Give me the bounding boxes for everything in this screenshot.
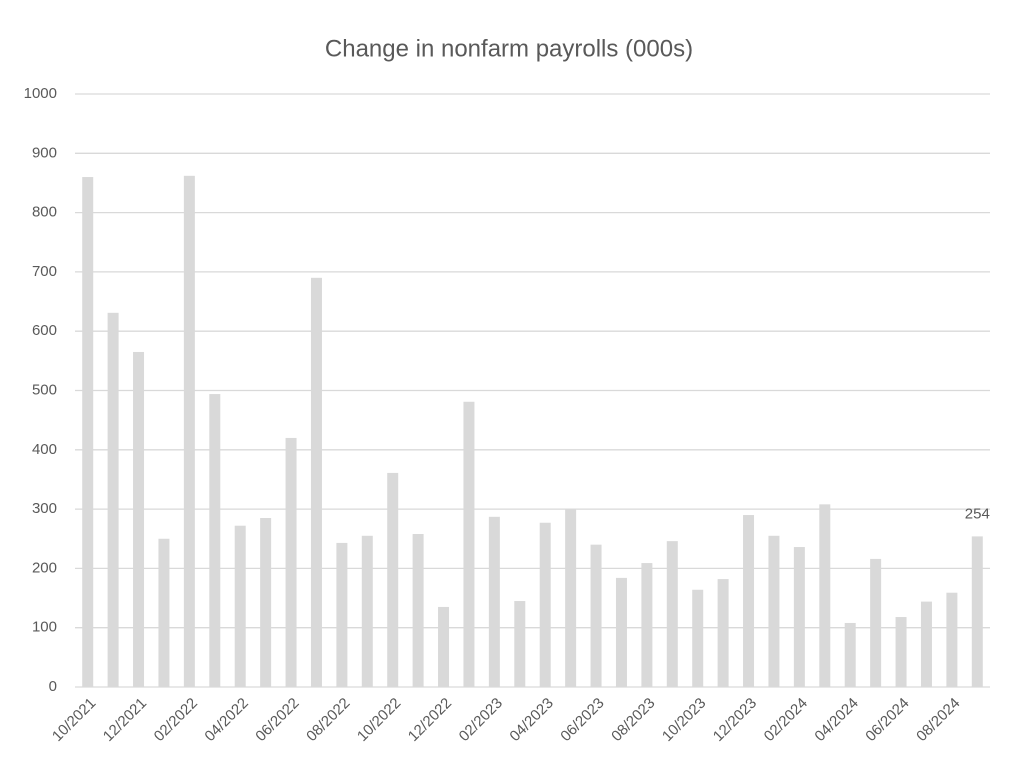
bar bbox=[717, 579, 729, 687]
bar bbox=[870, 558, 882, 687]
bar bbox=[895, 617, 907, 687]
y-tick-label: 400 bbox=[32, 441, 57, 458]
bar bbox=[692, 589, 704, 687]
bar bbox=[183, 175, 195, 688]
bar bbox=[819, 504, 831, 687]
y-tick-label: 0 bbox=[49, 678, 57, 695]
bar bbox=[971, 536, 983, 687]
bar bbox=[361, 535, 373, 687]
bar bbox=[946, 592, 958, 687]
bar bbox=[463, 401, 475, 687]
bar bbox=[615, 577, 627, 687]
bar bbox=[565, 509, 577, 687]
bar bbox=[133, 351, 145, 687]
bar bbox=[793, 547, 805, 687]
bar bbox=[438, 606, 450, 687]
y-tick-label: 1000 bbox=[24, 85, 57, 102]
bar bbox=[82, 177, 94, 687]
bar bbox=[234, 525, 246, 687]
bar bbox=[539, 522, 551, 687]
bar bbox=[590, 544, 602, 687]
y-tick-label: 800 bbox=[32, 204, 57, 221]
bar bbox=[666, 541, 678, 687]
y-tick-label: 100 bbox=[32, 619, 57, 636]
y-tick-label: 600 bbox=[32, 322, 57, 339]
data-label: 254 bbox=[965, 505, 990, 522]
y-tick-label: 900 bbox=[32, 144, 57, 161]
bar bbox=[514, 601, 526, 687]
bar bbox=[209, 394, 221, 687]
bar bbox=[310, 277, 322, 687]
bar bbox=[920, 601, 932, 687]
bar bbox=[285, 437, 297, 687]
y-tick-label: 500 bbox=[32, 381, 57, 398]
bar bbox=[260, 517, 272, 687]
y-tick-label: 300 bbox=[32, 500, 57, 517]
bar bbox=[107, 312, 119, 687]
bar bbox=[844, 622, 856, 687]
bar bbox=[488, 516, 500, 687]
bar bbox=[743, 515, 755, 687]
bar bbox=[641, 563, 653, 687]
bar bbox=[387, 472, 399, 687]
y-tick-label: 200 bbox=[32, 559, 57, 576]
y-tick-label: 700 bbox=[32, 263, 57, 280]
bar bbox=[158, 538, 170, 687]
bar bbox=[412, 534, 424, 687]
bar bbox=[336, 542, 348, 687]
chart-title: Change in nonfarm payrolls (000s) bbox=[325, 35, 693, 62]
bar bbox=[768, 535, 780, 687]
